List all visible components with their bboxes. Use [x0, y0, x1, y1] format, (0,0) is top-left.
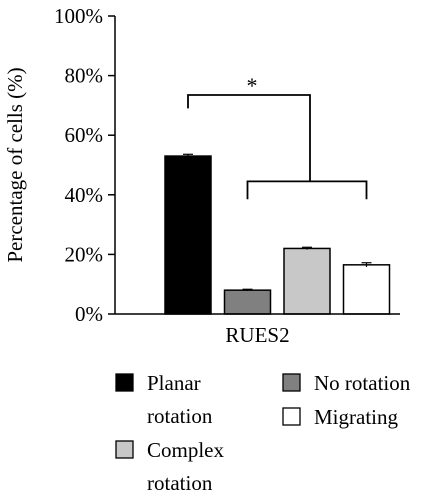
legend-label: rotation [147, 404, 213, 428]
legend-label: No rotation [314, 371, 411, 395]
legend: Planar rotation No rotation Complex rotation… [115, 371, 411, 495]
y-tick-label: 20% [65, 242, 104, 266]
legend-swatch [282, 373, 301, 392]
bracket-top [187, 94, 311, 182]
legend-label: Migrating [314, 405, 398, 429]
legend-label: Complex [147, 438, 224, 462]
bar-complex-rotation [283, 247, 331, 315]
y-tick-label: 100% [54, 4, 103, 28]
legend-swatch [115, 373, 134, 392]
bars [164, 153, 391, 315]
legend-label: Planar [147, 371, 201, 395]
bracket-bottom [246, 180, 368, 200]
legend-label: rotation [147, 471, 213, 495]
bar-no-rotation [223, 289, 272, 315]
legend-item-planar-rotation: Planar rotation [115, 371, 213, 428]
category-label: RUES2 [225, 323, 289, 347]
y-tick-label: 0% [75, 302, 103, 326]
y-axis-label: Percentage of cells (%) [3, 67, 27, 262]
significance-bracket: * [187, 73, 368, 200]
legend-swatch [282, 407, 301, 426]
bar-planar-rotation [164, 155, 212, 315]
legend-item-no-rotation: No rotation [282, 371, 411, 395]
significance-marker: * [247, 73, 258, 98]
x-axis: RUES2 [115, 313, 400, 347]
y-tick-label: 80% [65, 64, 104, 88]
y-tick-label: 40% [65, 183, 104, 207]
legend-swatch [115, 440, 134, 459]
bar-migrating [342, 264, 391, 315]
y-tick-label: 60% [65, 123, 104, 147]
y-axis: 0% 20% 40% 60% 80% 100% [54, 4, 116, 326]
legend-item-migrating: Migrating [282, 405, 398, 429]
legend-item-complex-rotation: Complex rotation [115, 438, 224, 495]
